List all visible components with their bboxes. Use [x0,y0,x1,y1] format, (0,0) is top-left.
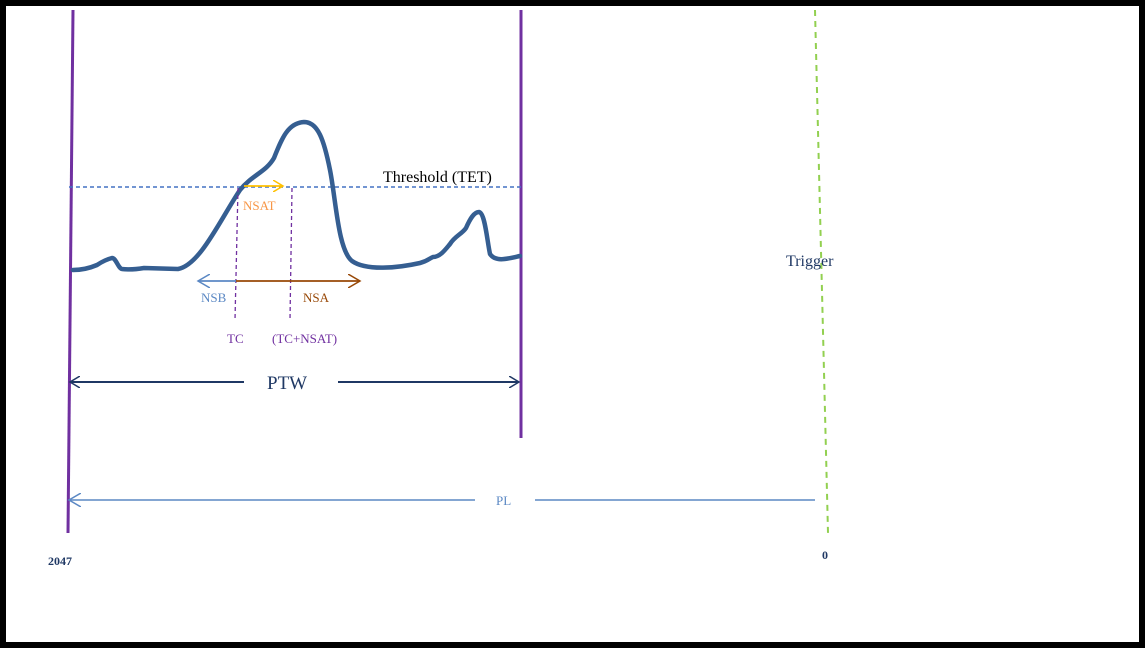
pl-label: PL [496,493,511,508]
tc-nsat-label: (TC+NSAT) [272,331,337,346]
left-boundary-line [66,9,75,534]
trigger-line [814,9,829,534]
nsat-label: NSAT [243,198,276,213]
trigger-label: Trigger [786,253,834,270]
threshold-label: Threshold (TET) [383,169,492,186]
tc-marker-line [234,187,239,321]
signal-waveform [70,119,523,273]
axis-right-label: 0 [822,548,828,562]
nsa-label: NSA [303,290,330,305]
nsb-label: NSB [201,290,227,305]
tc-label: TC [227,331,244,346]
tc-nsat-marker-line [289,187,293,321]
axis-left-label: 2047 [48,554,72,568]
ptw-label: PTW [267,373,307,394]
